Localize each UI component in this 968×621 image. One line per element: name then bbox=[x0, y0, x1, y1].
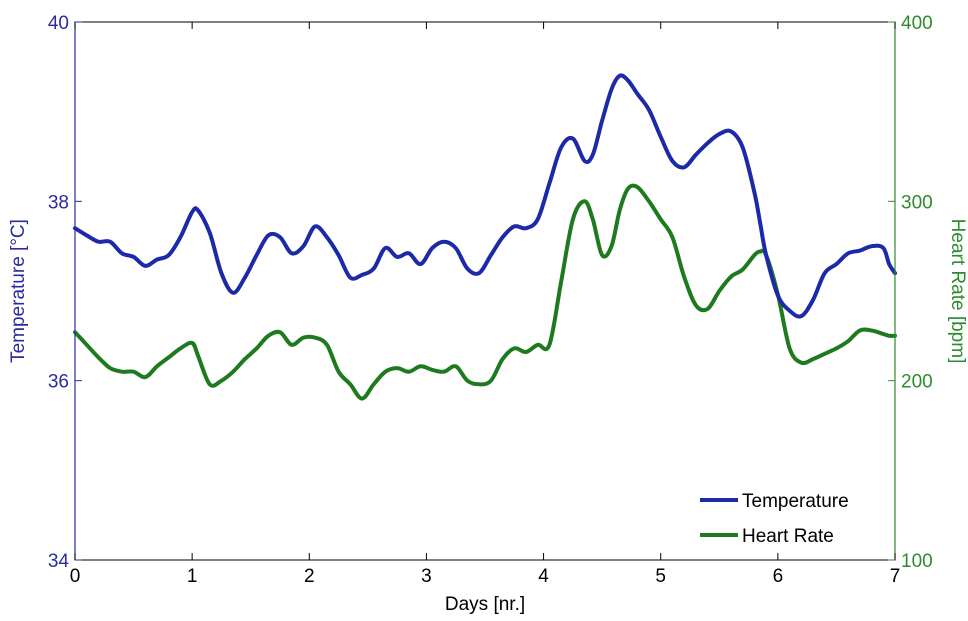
temperature-series-line bbox=[73, 73, 897, 319]
x-tick-label: 1 bbox=[187, 566, 198, 587]
plot-frame bbox=[74, 21, 896, 561]
legend-label-temperature: Temperature bbox=[742, 491, 849, 512]
right-y-tick-label: 100 bbox=[901, 551, 933, 572]
x-tick-label: 0 bbox=[70, 566, 81, 587]
legend: Temperature Heart Rate bbox=[700, 491, 849, 547]
left-y-tick-label: 34 bbox=[48, 551, 70, 572]
x-tick-label: 7 bbox=[890, 566, 901, 587]
left-y-tick-label: 38 bbox=[48, 192, 69, 213]
x-tick-label: 6 bbox=[773, 566, 784, 587]
x-tick-label: 4 bbox=[538, 566, 549, 587]
right-y-axis-label: Heart Rate [bpm] bbox=[947, 219, 968, 364]
right-y-tick-label: 400 bbox=[901, 13, 933, 34]
x-tick-label: 5 bbox=[655, 566, 666, 587]
right-y-tick-label: 300 bbox=[901, 192, 933, 213]
left-y-tick-label: 36 bbox=[48, 372, 69, 393]
x-tick-label: 3 bbox=[421, 566, 432, 587]
right-y-tick-label: 200 bbox=[901, 372, 933, 393]
legend-label-heart-rate: Heart Rate bbox=[742, 526, 834, 547]
x-axis-label: Days [nr.] bbox=[445, 594, 525, 615]
plot-area bbox=[74, 21, 896, 561]
left-y-axis-label: Temperature [°C] bbox=[8, 219, 29, 363]
x-tick-label: 2 bbox=[304, 566, 315, 587]
series-layer bbox=[73, 73, 897, 401]
left-y-tick-label: 40 bbox=[48, 13, 69, 34]
